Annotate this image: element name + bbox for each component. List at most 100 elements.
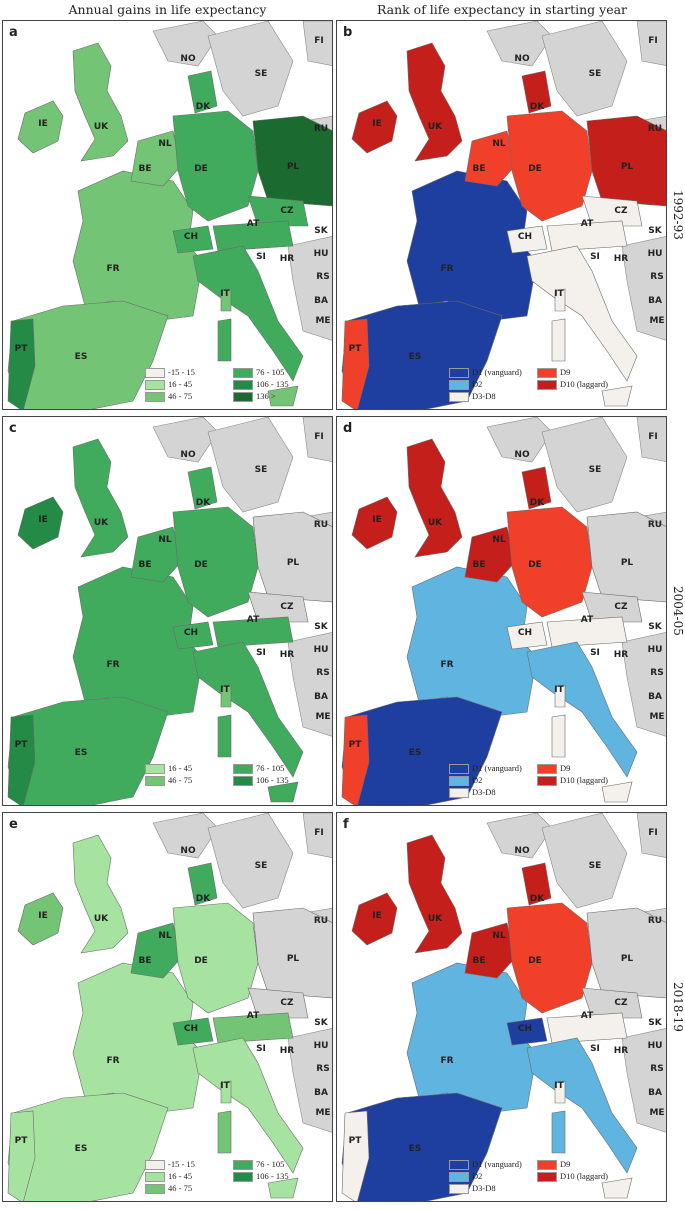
country-label-fr: FR <box>440 264 453 274</box>
country-label-be: BE <box>472 560 485 570</box>
legend-item: D9 <box>537 763 570 775</box>
panel-letter: f <box>343 817 349 832</box>
region-czech <box>581 195 643 227</box>
country-label-at: AT <box>247 1011 260 1021</box>
legend-item: 46 - 75 <box>145 391 193 403</box>
map-panel-a: NO SE FI DK RU IE UK NL PL BE DE CZ SK AT HU FR CH SI HR RS… <box>2 20 333 410</box>
legend-swatch <box>449 1160 469 1171</box>
country-label-it: IT <box>220 1081 230 1091</box>
country-label-se: SE <box>589 861 602 871</box>
region-portugal <box>341 714 370 805</box>
region-balkans <box>287 1028 332 1133</box>
legend-item: D2 <box>449 775 483 787</box>
country-label-si: SI <box>590 252 600 262</box>
europe-map: NO SE FI DK RU IE UK NL PL BE DE CZ SK AT HU FR CH SI HR RS… <box>7 813 332 1201</box>
region-germany <box>172 110 259 222</box>
legend-label: D3-D8 <box>472 1183 496 1193</box>
legend-label: D10 (laggard) <box>560 1171 608 1181</box>
region-benelux <box>464 922 516 979</box>
country-label-ba: BA <box>648 296 662 306</box>
region-czech <box>247 195 309 227</box>
legend-item: D1 (vanguard) <box>449 367 522 379</box>
region-corsica <box>220 684 232 708</box>
region-norway <box>486 813 553 859</box>
legend-item: 106 - 135 <box>233 775 289 787</box>
europe-map: NO SE FI DK RU IE UK NL PL BE DE CZ SK AT HU FR CH SI HR RS… <box>7 21 332 409</box>
legend-swatch <box>145 392 165 403</box>
legend-label: 76 - 105 <box>256 367 285 377</box>
region-denmark <box>187 466 218 510</box>
map-panel-e: NO SE FI DK RU IE UK NL PL BE DE CZ SK AT HU FR CH SI HR RS… <box>2 812 333 1202</box>
legend-label: D2 <box>472 775 483 785</box>
country-label-hr: HR <box>280 1046 295 1056</box>
country-label-sk: SK <box>648 226 662 236</box>
region-balkans <box>287 632 332 737</box>
region-sweden <box>207 813 294 909</box>
country-label-se: SE <box>589 465 602 475</box>
legend-swatch <box>449 764 469 775</box>
map-legend: D1 (vanguard) D2 D3-D8 D9 D10 (laggard) <box>449 763 639 805</box>
region-sweden <box>207 417 294 513</box>
country-label-es: ES <box>409 1144 422 1154</box>
country-label-it: IT <box>554 685 564 695</box>
legend-label: 136 > <box>256 391 276 401</box>
country-label-rs: RS <box>316 668 329 678</box>
legend-label: 106 - 135 <box>256 379 289 389</box>
region-swiss <box>172 621 214 650</box>
period-label-3: 2018-19 <box>671 982 685 1032</box>
region-poland <box>586 907 666 999</box>
country-label-uk: UK <box>94 122 109 132</box>
country-label-de: DE <box>528 164 542 174</box>
country-label-no: NO <box>180 54 196 64</box>
country-label-be: BE <box>138 560 151 570</box>
region-corsica <box>554 684 566 708</box>
panel-letter: c <box>9 421 17 436</box>
country-label-si: SI <box>590 1044 600 1054</box>
region-ireland <box>351 100 398 154</box>
legend-swatch <box>449 776 469 787</box>
country-label-fi: FI <box>648 828 658 838</box>
legend-item: -15 - 15 <box>145 1159 195 1171</box>
region-swiss <box>506 1017 548 1046</box>
region-corsica <box>554 288 566 312</box>
column-title-gains: Annual gains in life expectancy <box>68 2 267 17</box>
legend-item: 76 - 105 <box>233 367 285 379</box>
country-label-uk: UK <box>428 518 443 528</box>
country-label-ie: IE <box>38 119 48 129</box>
region-portugal <box>341 1110 370 1201</box>
legend-swatch <box>145 764 165 775</box>
country-label-sk: SK <box>314 622 328 632</box>
region-finland <box>636 21 666 66</box>
country-label-be: BE <box>138 956 151 966</box>
legend-item: 46 - 75 <box>145 1183 192 1195</box>
panel-letter: e <box>9 817 18 832</box>
country-label-ie: IE <box>372 911 382 921</box>
country-label-ru: RU <box>314 520 328 530</box>
legend-label: 46 - 75 <box>168 391 193 401</box>
legend-swatch <box>233 392 253 403</box>
legend-label: D2 <box>472 379 483 389</box>
legend-swatch <box>449 380 469 391</box>
region-czech <box>247 987 309 1019</box>
legend-swatch <box>537 764 557 775</box>
region-austria <box>212 1012 294 1044</box>
region-denmark <box>521 70 552 114</box>
country-label-se: SE <box>255 69 268 79</box>
country-label-dk: DK <box>530 498 545 508</box>
region-sardinia <box>217 318 232 362</box>
country-label-rs: RS <box>316 272 329 282</box>
country-label-pl: PL <box>621 162 634 172</box>
legend-label: D9 <box>560 1159 571 1169</box>
region-france <box>406 962 538 1114</box>
legend-item: D1 (vanguard) <box>449 1159 522 1171</box>
country-label-rs: RS <box>650 1064 663 1074</box>
country-label-si: SI <box>590 648 600 658</box>
country-label-fi: FI <box>314 432 324 442</box>
legend-label: -15 - 15 <box>168 367 195 377</box>
region-germany <box>506 506 593 618</box>
legend-swatch <box>449 1184 469 1195</box>
region-sardinia <box>551 714 566 758</box>
legend-label: 76 - 105 <box>256 763 285 773</box>
legend-item: D10 (laggard) <box>537 775 608 787</box>
country-label-ba: BA <box>314 1088 328 1098</box>
